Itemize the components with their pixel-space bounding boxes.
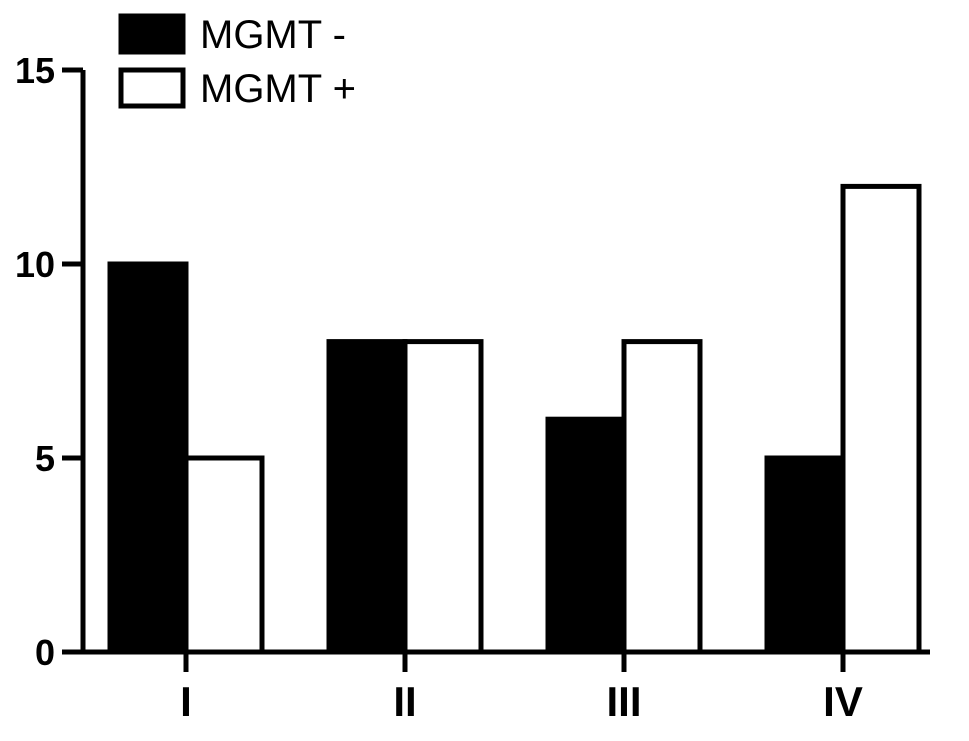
bar-mgmt-positive-ii [402,339,484,655]
bar-mgmt-negative-ii [326,339,408,655]
bar-mgmt-negative-i [107,261,189,655]
bar-mgmt-positive-i [183,455,265,655]
x-ticks-group: I II III IV [180,652,863,725]
y-ticks-group: 0 5 10 15 [15,50,83,673]
x-tick-label-ii: II [393,678,416,725]
y-tick-label-10: 10 [15,244,55,285]
y-tick-label-5: 5 [35,438,55,479]
bar-mgmt-negative-iv [764,455,846,655]
axes-group [80,70,930,655]
bar-mgmt-positive-iii [621,339,703,655]
legend-label-mgmt-negative: MGMT - [200,13,346,57]
bar-mgmt-negative-iii [545,416,627,655]
x-tick-label-iii: III [606,678,641,725]
legend: MGMT - MGMT + [118,13,356,111]
y-tick-label-15: 15 [15,50,55,91]
y-tick-label-0: 0 [35,632,55,673]
bar-mgmt-positive-iv [840,183,922,655]
x-tick-label-i: I [180,678,192,725]
legend-swatch-mgmt-positive [118,67,186,109]
bars-group [107,183,922,655]
legend-label-mgmt-positive: MGMT + [200,67,356,111]
x-tick-label-iv: IV [823,678,863,725]
legend-swatch-mgmt-negative [118,13,186,55]
